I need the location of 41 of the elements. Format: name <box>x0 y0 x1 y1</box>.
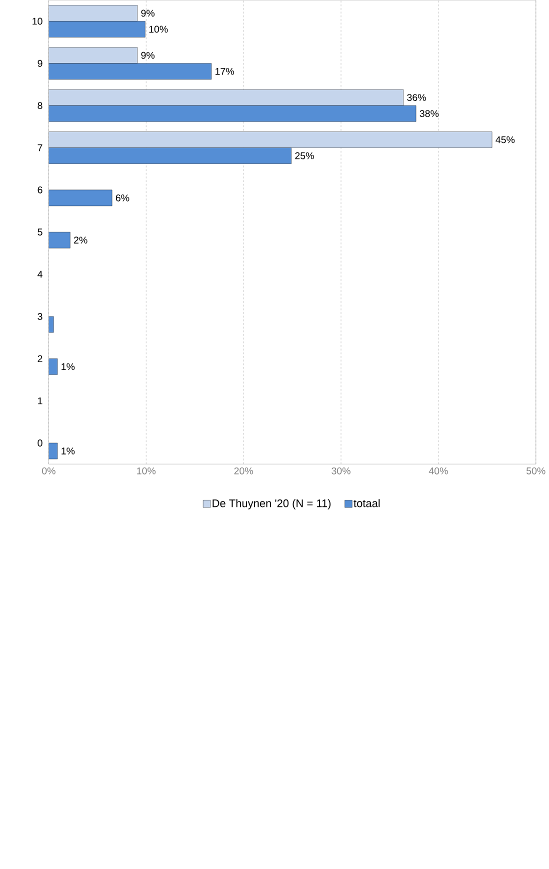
data-label: 45% <box>496 136 515 144</box>
y-tick-label: 2 <box>38 355 42 362</box>
data-label: 1% <box>62 363 75 370</box>
data-label: 36% <box>407 94 426 101</box>
x-tick-label: 50% <box>526 467 546 474</box>
data-label: 9% <box>141 10 155 17</box>
bar <box>48 47 138 64</box>
y-tick-label: 1 <box>38 397 42 404</box>
legend-label: totaal <box>354 499 380 508</box>
legend-label: De Thuynen '20 (N = 11) <box>212 499 331 510</box>
data-label: 17% <box>216 68 234 75</box>
bar <box>48 105 416 122</box>
bar <box>48 21 146 38</box>
bar <box>48 232 70 248</box>
y-tick-label: 5 <box>38 228 42 236</box>
x-tick-label: 20% <box>234 467 254 474</box>
bar <box>48 132 492 148</box>
x-tick-label: 40% <box>428 467 448 474</box>
x-tick-label: 0% <box>42 467 56 474</box>
y-tick-label: 9 <box>38 60 42 67</box>
data-label: 25% <box>295 152 314 160</box>
y-tick-label: 10 <box>32 18 42 25</box>
y-tick-label: 7 <box>38 144 42 152</box>
data-label: 10% <box>149 26 168 33</box>
bar <box>48 5 138 22</box>
bar <box>48 148 292 164</box>
data-label: 2% <box>74 236 88 244</box>
bar <box>48 89 404 106</box>
x-tick-label: 10% <box>137 467 156 474</box>
y-tick-label: 4 <box>38 270 42 278</box>
data-label: 1% <box>62 448 75 454</box>
data-label: 6% <box>116 194 130 202</box>
y-tick-label: 8 <box>38 102 42 110</box>
data-label: 38% <box>420 110 439 118</box>
y-tick-label: 6 <box>38 186 42 194</box>
bar <box>48 63 212 80</box>
x-tick-label: 30% <box>332 467 350 474</box>
y-tick-label: 0 <box>38 440 42 446</box>
y-tick-label: 3 <box>38 313 42 320</box>
data-label: 9% <box>141 52 155 59</box>
bar <box>48 190 112 206</box>
